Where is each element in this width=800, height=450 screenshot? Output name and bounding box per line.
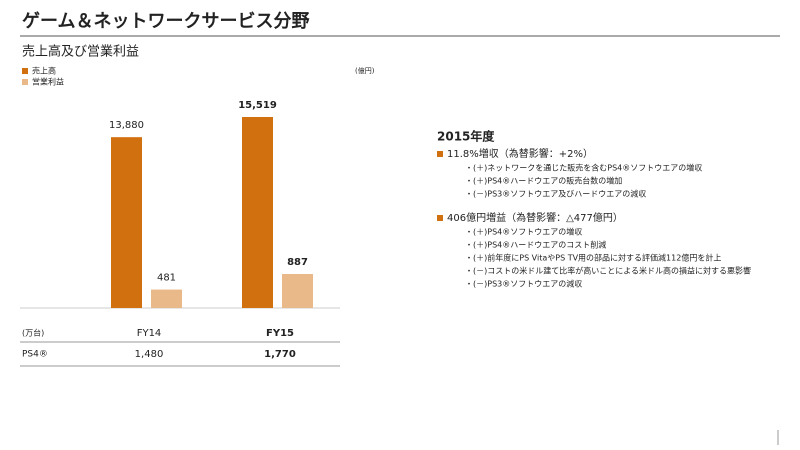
table-cell: 1,770 <box>264 349 296 360</box>
data-label: 15,519 <box>238 100 277 111</box>
legend-label: 売上高 <box>32 66 56 76</box>
legend-swatch <box>22 79 28 85</box>
bullet-item: ・(＋)PS4®ハードウエアのコスト削減 <box>465 240 606 250</box>
table-header: FY15 <box>266 328 294 339</box>
data-label: 481 <box>157 273 176 284</box>
data-label: 13,880 <box>109 120 144 131</box>
legend-swatch <box>22 68 28 74</box>
bullet-text: 406億円増益（為替影響：△477億円） <box>447 211 623 224</box>
table-cell: 1,480 <box>135 349 164 360</box>
bullet-item: ・(－)PS3®ソフトウエアの減収 <box>465 279 582 289</box>
unit-label: (億円) <box>355 66 375 75</box>
legend-label: 営業利益 <box>32 77 64 87</box>
bar <box>151 289 182 308</box>
bullet-item: ・(－)コストの米ドル建て比率が高いことによる米ドル高の損益に対する悪影響 <box>465 266 751 276</box>
bullet-square <box>437 151 443 157</box>
bar <box>282 274 313 308</box>
slide-title: ゲーム＆ネットワークサービス分野 <box>22 10 309 32</box>
bullet-item: ・(＋)ネットワークを通じた販売を含むPS4®ソフトウエアの増収 <box>465 163 702 173</box>
bullet-square <box>437 215 443 221</box>
bullet-item: ・(－)PS3®ソフトウエア及びハードウエアの減収 <box>465 189 646 199</box>
data-label: 887 <box>287 257 308 268</box>
chart-title: 売上高及び営業利益 <box>22 44 139 60</box>
bullet-item: ・(＋)PS4®ソフトウエアの増収 <box>465 227 582 237</box>
bar <box>111 137 142 308</box>
notes-heading: 2015年度 <box>437 129 495 144</box>
table-header: (万台) <box>22 328 44 338</box>
bullet-item: ・(＋)PS4®ハードウエアの販売台数の増加 <box>465 176 622 186</box>
bullet-item: ・(＋)前年度にPS VitaやPS TV用の部品に対する評価減112億円を計上 <box>465 253 721 263</box>
bullet-text: 11.8%増収（為替影響：+2%） <box>447 147 593 160</box>
table-header: FY14 <box>137 328 162 339</box>
table-cell: PS4® <box>22 350 48 360</box>
bar <box>242 117 273 308</box>
